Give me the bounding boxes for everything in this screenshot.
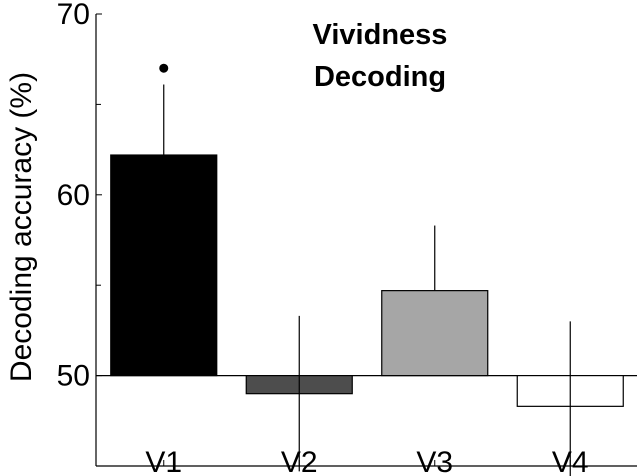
bar-v1 (110, 154, 218, 377)
x-tick-label-v2: V2 (281, 446, 318, 476)
x-tick-label-v1: V1 (145, 446, 182, 476)
bar-v3 (381, 290, 489, 377)
tick-labels: V1 V2 V3 V4 50 60 70 (57, 0, 589, 476)
significance-dot-v1 (159, 63, 169, 73)
y-tick-label-70: 70 (57, 0, 90, 31)
y-axis-label: Decoding accuracy (%) (5, 72, 38, 382)
error-bars (163, 84, 571, 476)
y-tick-label-50: 50 (57, 360, 90, 393)
bars (110, 154, 624, 407)
significance-markers (159, 63, 169, 73)
chart-title-line-2: Decoding (314, 61, 446, 93)
y-tick-label-60: 60 (57, 179, 90, 212)
x-tick-label-v4: V4 (552, 446, 589, 476)
chart-title-line-1: Vividness (313, 19, 448, 51)
x-tick-label-v3: V3 (416, 446, 453, 476)
